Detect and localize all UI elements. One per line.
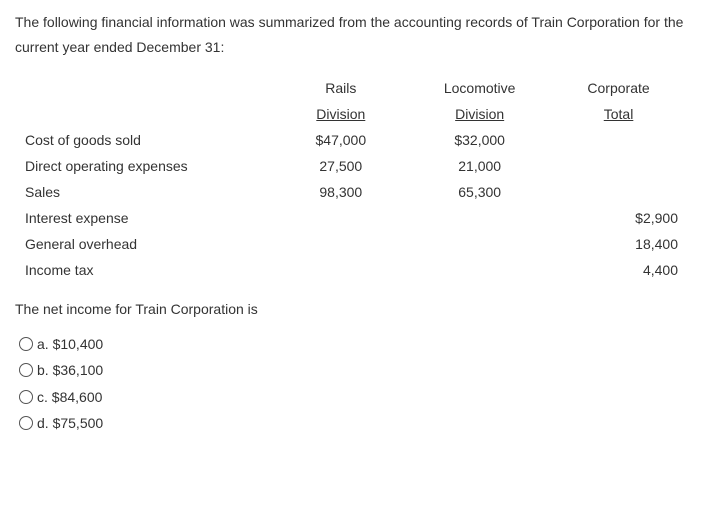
table-row: General overhead 18,400 [15,231,688,257]
radio-d[interactable] [19,416,33,430]
row-c1 [271,205,410,231]
table-row: Direct operating expenses 27,500 21,000 [15,153,688,179]
row-label: General overhead [15,231,271,257]
table-row: Sales 98,300 65,300 [15,179,688,205]
option-a-label: a. $10,400 [37,333,103,355]
options-group: a. $10,400 b. $36,100 c. $84,600 d. $75,… [19,333,688,435]
row-c2: $32,000 [410,127,549,153]
option-a: a. $10,400 [19,333,688,355]
col2-header-bottom: Division [455,106,504,122]
option-c: c. $84,600 [19,386,688,408]
col3-header-bottom: Total [604,106,634,122]
row-c2: 65,300 [410,179,549,205]
option-b: b. $36,100 [19,359,688,381]
radio-b[interactable] [19,363,33,377]
col1-header-bottom: Division [316,106,365,122]
row-label: Cost of goods sold [15,127,271,153]
row-c2 [410,231,549,257]
option-d: d. $75,500 [19,412,688,434]
intro-text: The following financial information was … [15,10,688,60]
radio-c[interactable] [19,390,33,404]
table-row: Income tax 4,400 [15,257,688,283]
row-c3 [549,127,688,153]
header-row-2: Division Division Total [15,101,688,127]
row-c1: $47,000 [271,127,410,153]
row-c1: 27,500 [271,153,410,179]
col3-header-top: Corporate [549,75,688,101]
option-b-label: b. $36,100 [37,359,103,381]
row-label: Direct operating expenses [15,153,271,179]
col1-header-top: Rails [271,75,410,101]
row-c1 [271,231,410,257]
row-c3: $2,900 [549,205,688,231]
option-d-label: d. $75,500 [37,412,103,434]
row-c3: 4,400 [549,257,688,283]
table-row: Interest expense $2,900 [15,205,688,231]
row-label: Sales [15,179,271,205]
radio-a[interactable] [19,337,33,351]
row-c3 [549,153,688,179]
col2-header-top: Locomotive [410,75,549,101]
header-row-1: Rails Locomotive Corporate [15,75,688,101]
financial-table: Rails Locomotive Corporate Division Divi… [15,75,688,283]
row-label: Interest expense [15,205,271,231]
question-text: The net income for Train Corporation is [15,298,688,320]
row-c1: 98,300 [271,179,410,205]
table-row: Cost of goods sold $47,000 $32,000 [15,127,688,153]
row-label: Income tax [15,257,271,283]
row-c2 [410,205,549,231]
row-c2: 21,000 [410,153,549,179]
row-c2 [410,257,549,283]
row-c3: 18,400 [549,231,688,257]
option-c-label: c. $84,600 [37,386,102,408]
row-c3 [549,179,688,205]
row-c1 [271,257,410,283]
